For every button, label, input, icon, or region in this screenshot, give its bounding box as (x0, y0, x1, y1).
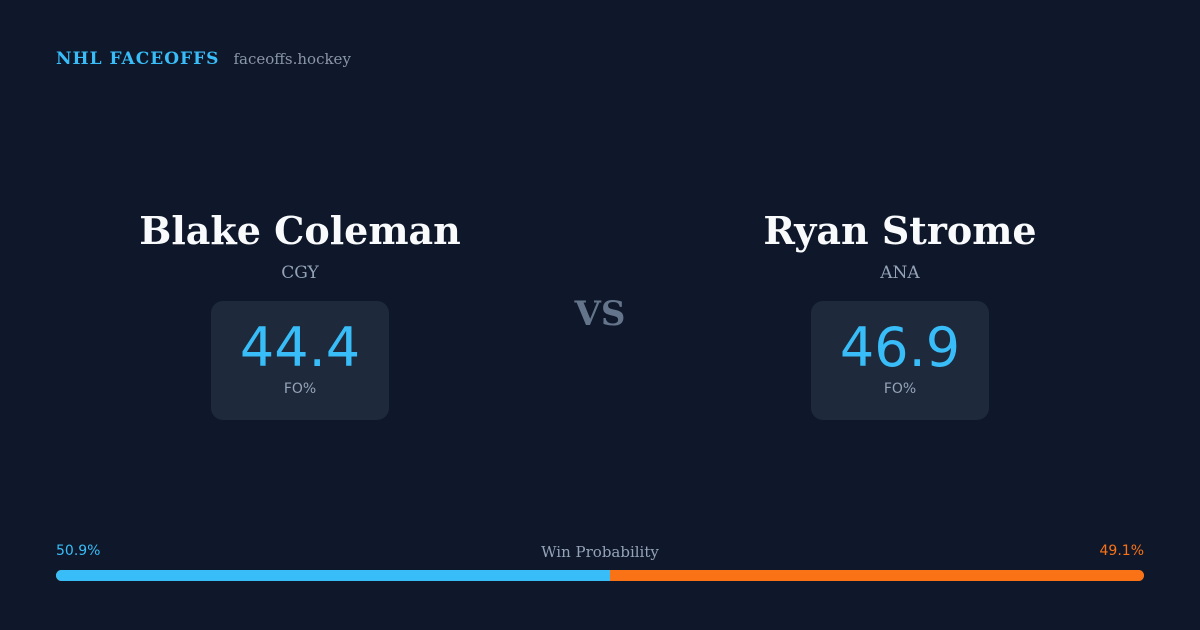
faceoff-pct-label-right: FO% (883, 381, 917, 397)
win-probability-bar (56, 570, 1144, 581)
player-card-right: Ryan Strome ANA 46.9 FO% (650, 203, 1150, 420)
faceoff-stat-box-left: 44.4 FO% (211, 301, 389, 420)
brand-url: faceoffs.hockey (233, 50, 351, 68)
win-probability-bar-right (609, 570, 1144, 581)
faceoff-pct-value-right: 46.9 (839, 316, 961, 379)
faceoff-pct-value-left: 44.4 (239, 316, 361, 379)
player-name-right: Ryan Strome (763, 208, 1037, 253)
player-name-left: Blake Coleman (139, 208, 461, 253)
player-team-right: ANA (880, 263, 920, 283)
brand-header: NHL FACEOFFS faceoffs.hockey (56, 49, 351, 69)
versus-label: VS (574, 294, 626, 334)
player-card-left: Blake Coleman CGY 44.4 FO% (50, 203, 550, 420)
win-probability-bar-left (56, 570, 610, 581)
win-probability-left-label: 50.9% (56, 543, 101, 559)
win-probability-right-label: 49.1% (1099, 543, 1144, 559)
brand-name: NHL FACEOFFS (56, 49, 220, 69)
faceoff-pct-label-left: FO% (283, 381, 317, 397)
player-team-left: CGY (281, 263, 319, 283)
win-probability-title: Win Probability (541, 543, 659, 561)
faceoff-stat-box-right: 46.9 FO% (811, 301, 989, 420)
